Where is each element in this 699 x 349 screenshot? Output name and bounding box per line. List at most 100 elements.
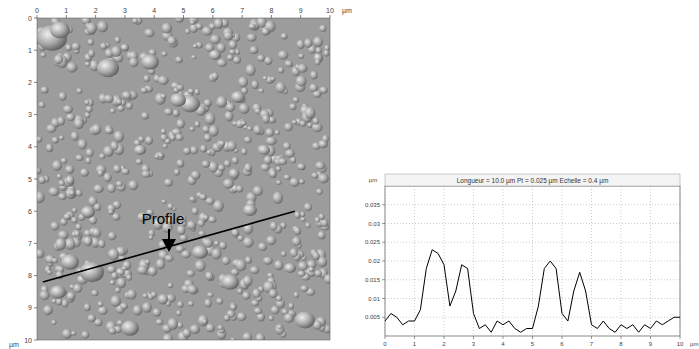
grain [107, 183, 116, 193]
grain [117, 277, 126, 288]
grain [136, 159, 143, 165]
x-grid-line [591, 186, 592, 336]
grain [202, 160, 210, 167]
grain [217, 59, 227, 67]
grain [273, 192, 284, 204]
grain [315, 59, 321, 66]
x-tick-label: 2 [94, 7, 98, 14]
grain [298, 53, 304, 58]
x-grid-line [532, 186, 533, 336]
grain [230, 304, 237, 311]
grain [200, 145, 207, 153]
grain [114, 131, 125, 143]
grain [249, 24, 256, 30]
grain [163, 334, 173, 340]
x-tick [532, 336, 533, 339]
grain [126, 102, 133, 109]
grain [278, 67, 284, 73]
grain [142, 293, 147, 298]
grain [243, 275, 253, 286]
large-grain [50, 22, 70, 39]
grain [229, 49, 236, 55]
grain [233, 56, 241, 63]
grain [236, 185, 243, 192]
grain [98, 306, 108, 315]
y-tick-label: 10 [24, 337, 32, 344]
grain [152, 308, 161, 317]
x-tick-label: 0 [383, 341, 387, 347]
grain [300, 212, 305, 217]
grain [269, 289, 278, 298]
grain [224, 160, 231, 167]
large-grain [258, 145, 270, 155]
grain [116, 99, 122, 105]
grain [176, 310, 181, 316]
grain [190, 20, 195, 25]
grain [112, 213, 120, 221]
large-grain [192, 245, 208, 259]
grain [175, 56, 183, 63]
y-tick [382, 298, 385, 299]
grain [141, 112, 149, 120]
grain [141, 170, 150, 177]
grain [262, 114, 270, 123]
grain [127, 289, 137, 299]
x-tick-label: 1 [413, 341, 417, 347]
grain [264, 57, 272, 65]
x-tick [154, 15, 155, 18]
grain [250, 46, 259, 54]
grain [148, 235, 153, 240]
grain [121, 44, 128, 52]
grain [71, 217, 77, 224]
x-tick-label: 3 [123, 7, 127, 14]
y-tick [34, 146, 37, 147]
grain [116, 181, 123, 187]
grain [142, 302, 152, 313]
grain [183, 328, 192, 337]
grain [214, 241, 219, 246]
grain [75, 224, 81, 230]
plot-frame [385, 186, 680, 336]
grain [175, 134, 183, 142]
grain [207, 292, 214, 297]
grain [284, 313, 294, 323]
grain [261, 163, 270, 171]
grain [80, 168, 89, 177]
x-tick [621, 336, 622, 339]
grain [266, 137, 277, 146]
grain [321, 219, 329, 227]
grain [59, 92, 67, 101]
grain [97, 21, 108, 33]
grain [275, 82, 285, 94]
grain [226, 102, 235, 112]
grain [105, 127, 114, 134]
image-frame [37, 18, 330, 340]
grain [108, 232, 116, 241]
grain [120, 303, 128, 310]
grain [205, 271, 213, 280]
x-tick [183, 15, 184, 18]
grain [191, 55, 196, 59]
grain [300, 120, 306, 126]
large-grain [61, 254, 79, 269]
y-tick [34, 211, 37, 212]
grain [261, 28, 270, 35]
x-tick [503, 336, 504, 339]
grain [57, 174, 62, 179]
grain [237, 312, 247, 321]
grain [158, 294, 169, 305]
x-tick [300, 15, 301, 18]
grain [265, 128, 274, 137]
grain [161, 51, 167, 56]
chart-title: Longueur = 10.0 µm Pt = 0.025 µm Echelle… [457, 177, 609, 185]
grain [78, 139, 87, 150]
x-tick [212, 15, 213, 18]
grain [52, 160, 62, 171]
grain [284, 123, 293, 132]
grain [63, 105, 73, 113]
grain [37, 191, 45, 203]
x-grid-line [680, 186, 681, 336]
grain [232, 157, 239, 164]
large-grain [221, 274, 239, 289]
grain [104, 173, 112, 183]
